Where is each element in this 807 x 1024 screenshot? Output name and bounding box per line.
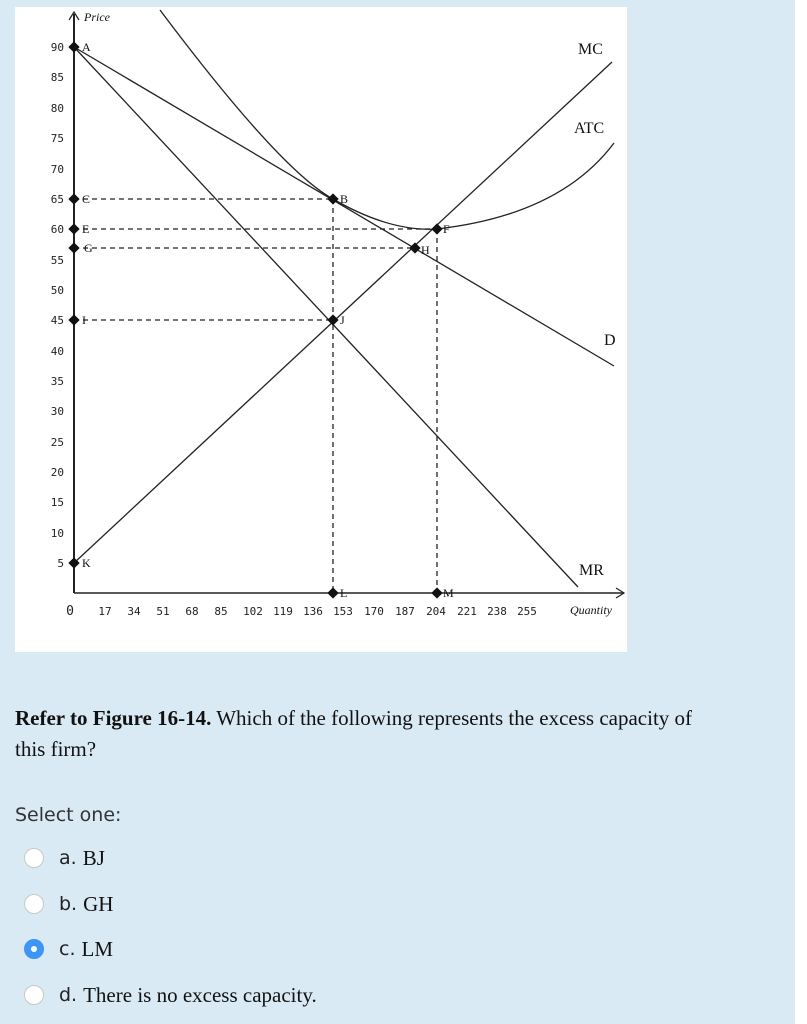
svg-text:60: 60 bbox=[51, 223, 64, 236]
svg-text:70: 70 bbox=[51, 163, 64, 176]
svg-text:25: 25 bbox=[51, 436, 64, 449]
question-reference: Refer to Figure 16-14. bbox=[15, 706, 212, 730]
d-label: D bbox=[604, 332, 616, 349]
svg-text:136: 136 bbox=[303, 605, 323, 618]
radio-a[interactable] bbox=[24, 848, 44, 868]
svg-text:30: 30 bbox=[51, 405, 64, 418]
svg-text:55: 55 bbox=[51, 254, 64, 267]
option-letter: d. bbox=[59, 984, 78, 1006]
curve-labels: MC ATC D MR bbox=[574, 41, 616, 579]
select-one-label: Select one: bbox=[15, 804, 122, 826]
option-c[interactable]: c. LM bbox=[24, 934, 113, 964]
radio-c-selected[interactable] bbox=[24, 939, 44, 959]
option-text: There is no excess capacity. bbox=[83, 982, 317, 1007]
svg-text:A: A bbox=[82, 40, 91, 54]
svg-text:C: C bbox=[82, 192, 90, 206]
svg-text:153: 153 bbox=[333, 605, 353, 618]
option-letter: b. bbox=[59, 893, 78, 915]
svg-text:221: 221 bbox=[457, 605, 477, 618]
monopolistic-competition-chart: Price Quantity 90 85 80 75 70 65 60 55 5… bbox=[51, 9, 626, 619]
svg-text:34: 34 bbox=[127, 605, 141, 618]
svg-text:E: E bbox=[82, 222, 89, 236]
svg-text:119: 119 bbox=[273, 605, 293, 618]
svg-text:90: 90 bbox=[51, 41, 64, 54]
curves bbox=[73, 9, 615, 588]
svg-text:10: 10 bbox=[51, 527, 64, 540]
option-letter: a. bbox=[59, 847, 77, 869]
svg-text:255: 255 bbox=[517, 605, 537, 618]
svg-text:68: 68 bbox=[185, 605, 198, 618]
svg-text:102: 102 bbox=[243, 605, 263, 618]
option-text: BJ bbox=[82, 845, 105, 870]
svg-text:65: 65 bbox=[51, 193, 64, 206]
x-axis-arrow-icon bbox=[615, 587, 626, 599]
svg-text:G: G bbox=[84, 241, 93, 255]
mc-label: MC bbox=[578, 41, 603, 58]
svg-text:B: B bbox=[340, 192, 348, 206]
svg-text:35: 35 bbox=[51, 375, 64, 388]
dashed-guides bbox=[74, 198, 438, 593]
option-d[interactable]: d. There is no excess capacity. bbox=[24, 980, 317, 1010]
demand-curve bbox=[73, 46, 615, 367]
svg-text:40: 40 bbox=[51, 345, 64, 358]
svg-text:75: 75 bbox=[51, 132, 64, 145]
mr-label: MR bbox=[579, 562, 604, 579]
svg-text:51: 51 bbox=[156, 605, 169, 618]
svg-text:50: 50 bbox=[51, 284, 64, 297]
svg-text:20: 20 bbox=[51, 466, 64, 479]
svg-text:238: 238 bbox=[487, 605, 507, 618]
option-text: GH bbox=[83, 891, 114, 916]
y-axis-label: Price bbox=[83, 10, 111, 24]
y-axis-arrow-icon bbox=[68, 10, 80, 21]
question-body: Which of the following represents the ex… bbox=[15, 706, 693, 761]
svg-text:F: F bbox=[443, 222, 450, 236]
svg-text:K: K bbox=[82, 556, 91, 570]
svg-text:L: L bbox=[340, 586, 347, 600]
figure-16-14: Price Quantity 90 85 80 75 70 65 60 55 5… bbox=[15, 7, 627, 652]
svg-text:45: 45 bbox=[51, 314, 64, 327]
option-a[interactable]: a. BJ bbox=[24, 843, 105, 873]
question-text: Refer to Figure 16-14. Which of the foll… bbox=[15, 703, 715, 765]
y-ticks: 90 85 80 75 70 65 60 55 50 45 40 35 30 2… bbox=[51, 41, 64, 570]
option-text: LM bbox=[81, 936, 114, 961]
option-letter: c. bbox=[59, 938, 76, 960]
svg-text:17: 17 bbox=[98, 605, 111, 618]
svg-text:85: 85 bbox=[51, 71, 64, 84]
svg-text:85: 85 bbox=[214, 605, 227, 618]
radio-d[interactable] bbox=[24, 985, 44, 1005]
svg-text:170: 170 bbox=[364, 605, 384, 618]
radio-b[interactable] bbox=[24, 894, 44, 914]
atc-label: ATC bbox=[574, 120, 604, 137]
svg-text:M: M bbox=[443, 586, 454, 600]
svg-text:80: 80 bbox=[51, 102, 64, 115]
svg-text:H: H bbox=[421, 243, 430, 257]
atc-curve bbox=[159, 9, 615, 230]
svg-text:0: 0 bbox=[66, 604, 74, 619]
svg-text:5: 5 bbox=[57, 557, 64, 570]
svg-text:I: I bbox=[82, 313, 86, 327]
svg-text:15: 15 bbox=[51, 496, 64, 509]
option-b[interactable]: b. GH bbox=[24, 889, 113, 919]
x-ticks: 0 17 34 51 68 85 102 119 136 153 170 187… bbox=[66, 604, 537, 619]
x-axis-label: Quantity bbox=[570, 603, 613, 617]
point-labels: A B C E F G H I J K L M bbox=[82, 40, 454, 600]
mr-curve bbox=[73, 46, 579, 588]
svg-text:204: 204 bbox=[426, 605, 446, 618]
svg-text:J: J bbox=[340, 313, 345, 327]
svg-text:187: 187 bbox=[395, 605, 415, 618]
mc-curve bbox=[73, 61, 613, 564]
